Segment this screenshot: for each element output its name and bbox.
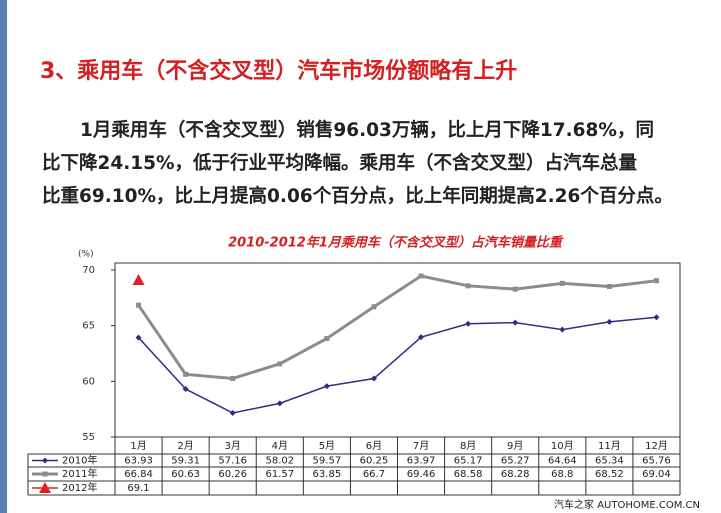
table-value: 59.31: [171, 456, 200, 467]
x-tick-label: 3月: [225, 440, 241, 452]
paragraph-line: 比重69.10%，比上月提高0.06个百分点，比上年同期提高2.26个百分点。: [42, 185, 673, 207]
table-value: 65.27: [501, 456, 530, 467]
point: [183, 371, 189, 377]
point: [653, 278, 659, 284]
series-line: [137, 274, 657, 380]
x-tick-label: 4月: [272, 440, 288, 452]
x-tick-label: 12月: [645, 440, 668, 452]
point: [465, 320, 472, 327]
table-value: 68.52: [595, 469, 624, 480]
table-value: 66.7: [363, 469, 385, 480]
x-tick-label: 7月: [413, 440, 429, 452]
y-tick-label: 70: [82, 265, 95, 276]
heading: 3、乘用车（不含交叉型）汽车市场份额略有上升: [40, 58, 517, 84]
point: [606, 318, 613, 325]
table-value: 69.46: [407, 469, 436, 480]
table-value: 68.58: [454, 469, 483, 480]
point: [323, 383, 330, 390]
point: [229, 409, 236, 416]
point: [653, 314, 660, 321]
table-value: 64.64: [548, 456, 577, 467]
table-value: 66.84: [124, 469, 153, 480]
watermark: 汽车之家 AUTOHOME.COM.CN: [554, 498, 700, 511]
table-value: 65.17: [454, 456, 483, 467]
point: [512, 286, 518, 292]
point: [418, 334, 425, 341]
table-value: 61.57: [265, 469, 294, 480]
point: [136, 302, 142, 308]
point: [230, 375, 236, 381]
table-value: 69.04: [642, 469, 671, 480]
point: [418, 273, 424, 279]
table-value: 65.34: [595, 456, 624, 467]
x-tick-label: 10月: [551, 440, 574, 452]
x-tick-label: 11月: [598, 440, 621, 452]
legend-marker: [39, 482, 51, 493]
point: [606, 283, 612, 289]
legend-label: 2012年: [62, 481, 97, 494]
plot-area: [114, 262, 681, 438]
table-value: 57.16: [218, 456, 247, 467]
x-tick-label: 2月: [177, 440, 193, 452]
table-value: 60.25: [360, 456, 389, 467]
point: [182, 386, 189, 393]
point: [324, 335, 330, 341]
point: [512, 319, 519, 326]
point: [277, 361, 283, 367]
table-value: 59.57: [313, 456, 342, 467]
point: [135, 334, 142, 341]
y-tick-label: 65: [82, 321, 95, 332]
point: [371, 304, 377, 310]
x-tick-label: 5月: [319, 440, 335, 452]
x-tick-label: 1月: [130, 440, 146, 452]
y-tick-label: 55: [82, 432, 95, 443]
table-value: 69.1: [127, 483, 149, 494]
paragraph-line: 1月乘用车（不含交叉型）销售96.03万辆，比上月下降17.68%，同: [80, 119, 654, 141]
point: [559, 280, 565, 286]
table-value: 63.85: [313, 469, 342, 480]
x-tick-label: 9月: [507, 440, 523, 452]
paragraph-line: 比下降24.15%，低于行业平均降幅。乘用车（不含交叉型）占汽车总量: [42, 152, 638, 174]
series-line: [137, 316, 657, 414]
point: [370, 375, 377, 382]
chart-title: 2010-2012年1月乘用车（不含交叉型）占汽车销量比重: [228, 235, 564, 251]
table-value: 68.8: [551, 469, 573, 480]
legend-label: 2010年: [62, 454, 97, 467]
legend-marker: [42, 457, 48, 464]
legend-marker: [42, 471, 48, 477]
point: [559, 326, 566, 333]
table-value: 60.26: [218, 469, 247, 480]
side-bar: [0, 0, 7, 513]
legend-label: 2011年: [62, 467, 97, 480]
point: [465, 283, 471, 289]
y-tick-label: 60: [82, 376, 95, 387]
table-value: 68.28: [501, 469, 530, 480]
point: [276, 400, 283, 407]
x-tick-label: 6月: [366, 440, 382, 452]
table-value: 60.63: [171, 469, 200, 480]
x-tick-label: 8月: [460, 440, 476, 452]
point: [132, 274, 145, 286]
table-value: 58.02: [265, 456, 294, 467]
table-value: 65.76: [642, 456, 671, 467]
table-value: 63.97: [407, 456, 436, 467]
table-value: 63.93: [124, 456, 153, 467]
y-axis-label: (%): [78, 250, 94, 260]
